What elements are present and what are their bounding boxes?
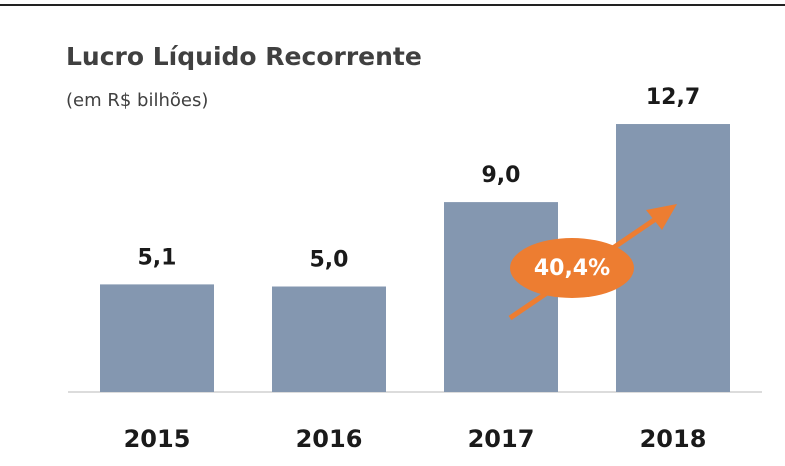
- bar: [616, 124, 730, 392]
- arrow-head: [646, 204, 677, 230]
- value-label: 12,7: [646, 85, 700, 110]
- bar: [100, 284, 214, 392]
- x-tick-label: 2016: [296, 425, 363, 453]
- growth-arrow: 40,4%: [508, 204, 677, 321]
- value-label: 5,0: [310, 248, 349, 273]
- value-label: 5,1: [138, 245, 177, 270]
- annotation-bubble: [510, 238, 634, 298]
- x-tick-label: 2018: [640, 425, 707, 453]
- x-tick-label: 2017: [468, 425, 535, 453]
- annotation: 40,4%: [534, 256, 610, 281]
- bar: [272, 286, 386, 392]
- chart-title: Lucro Líquido Recorrente: [66, 42, 422, 71]
- x-tick-label: 2015: [124, 425, 191, 453]
- chart-subtitle: (em R$ bilhões): [66, 90, 208, 111]
- value-label: 9,0: [482, 163, 521, 188]
